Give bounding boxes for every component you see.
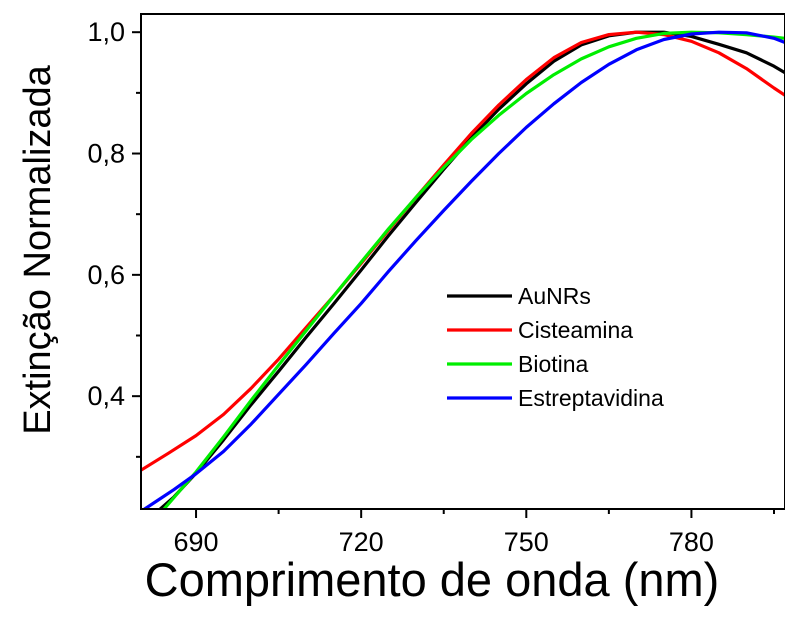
legend-label: Biotina — [518, 351, 589, 377]
legend-label: Cisteamina — [518, 317, 633, 343]
x-axis-label: Comprimento de onda (nm) — [145, 553, 720, 606]
plot-frame — [140, 13, 785, 510]
series-line-aunrs — [157, 30, 785, 509]
y-tick-label: 1,0 — [87, 17, 125, 47]
legend-label: Estreptavidina — [518, 385, 664, 411]
legend-label: AuNRs — [518, 283, 591, 309]
y-axis-ticks: 0,4 0,6 0,8 1,0 — [87, 17, 141, 458]
series-line-estreptavidina — [141, 30, 785, 509]
x-tick-label: 780 — [669, 527, 714, 557]
y-axis-label: Extinção Normalizada — [17, 64, 59, 434]
x-tick-label: 720 — [339, 527, 384, 557]
legend: AuNRs Cisteamina Biotina Estreptavidina — [447, 283, 664, 411]
x-tick-label: 750 — [504, 527, 549, 557]
x-axis-ticks: 690 720 750 780 — [174, 509, 775, 557]
series-line-cisteamina — [141, 30, 785, 472]
y-tick-label: 0,4 — [87, 381, 125, 411]
series-line-biotina — [161, 30, 785, 509]
x-tick-label: 690 — [174, 527, 219, 557]
y-tick-label: 0,8 — [87, 139, 125, 169]
series-layer — [141, 30, 785, 509]
y-tick-label: 0,6 — [87, 260, 125, 290]
